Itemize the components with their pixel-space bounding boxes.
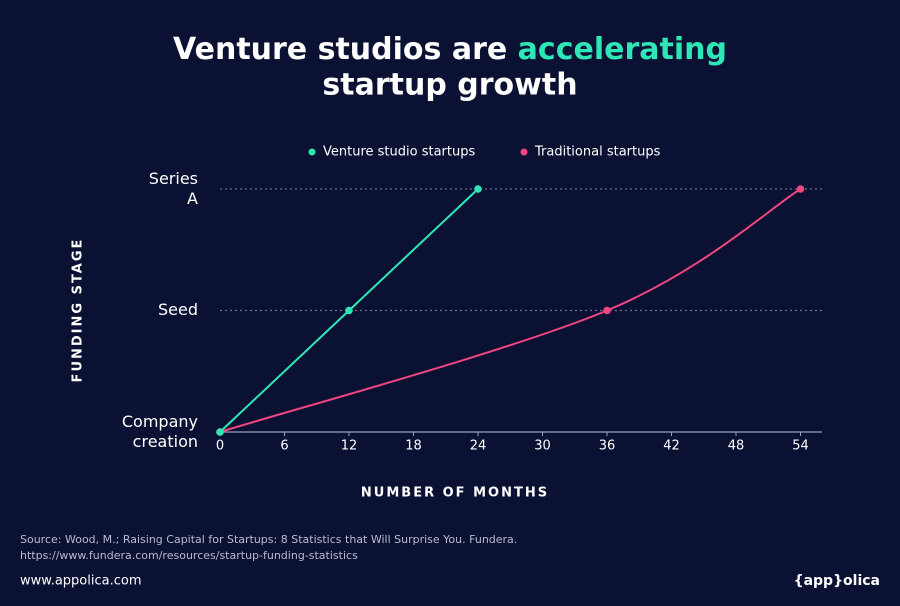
title-highlight: accelerating <box>518 32 727 67</box>
x-tick-label: 12 <box>341 439 358 454</box>
source: https://www.fundera.com/resources/startu… <box>20 549 358 562</box>
brand-logo: {app}olica <box>794 573 880 589</box>
y-tick-label: Series A <box>149 169 198 208</box>
y-axis-label: FUNDING STAGE <box>71 238 86 383</box>
x-tick-label: 42 <box>663 439 680 454</box>
data-point <box>796 185 805 193</box>
y-tick-label: Seed <box>158 300 198 319</box>
y-tick-label-line: Series <box>149 169 198 188</box>
y-tick-label: Company creation <box>122 412 198 451</box>
y-tick-label-line: Company <box>122 412 198 431</box>
x-tick-label: 6 <box>280 439 288 454</box>
title-part: Venture studios are <box>173 32 507 67</box>
chart-title: startup growth <box>322 68 577 103</box>
data-point <box>474 185 482 193</box>
x-tick-label: 54 <box>792 439 809 454</box>
source: Source: Wood, M.; Raising Capital for St… <box>20 533 517 546</box>
y-tick-label-line: A <box>187 189 198 208</box>
x-tick-label: 18 <box>405 439 422 454</box>
legend-label: Traditional startups <box>534 145 661 160</box>
legend-label: Venture studio startups <box>323 145 475 160</box>
x-tick-label: 36 <box>599 439 616 454</box>
x-axis-label: NUMBER OF MONTHS <box>361 486 549 501</box>
x-tick-label: 30 <box>534 439 551 454</box>
website: www.appolica.com <box>20 574 142 589</box>
legend-marker <box>308 148 316 156</box>
y-tick-label-line: creation <box>133 432 198 451</box>
legend-marker <box>520 148 528 156</box>
x-tick-label: 24 <box>470 439 487 454</box>
series-line <box>219 188 802 433</box>
x-tick-label: 0 <box>216 439 224 454</box>
x-tick-label: 48 <box>728 439 745 454</box>
data-point <box>345 306 353 315</box>
data-point <box>603 306 611 315</box>
chart-title: Venture studios are accelerating <box>173 32 727 67</box>
data-point <box>216 428 224 436</box>
